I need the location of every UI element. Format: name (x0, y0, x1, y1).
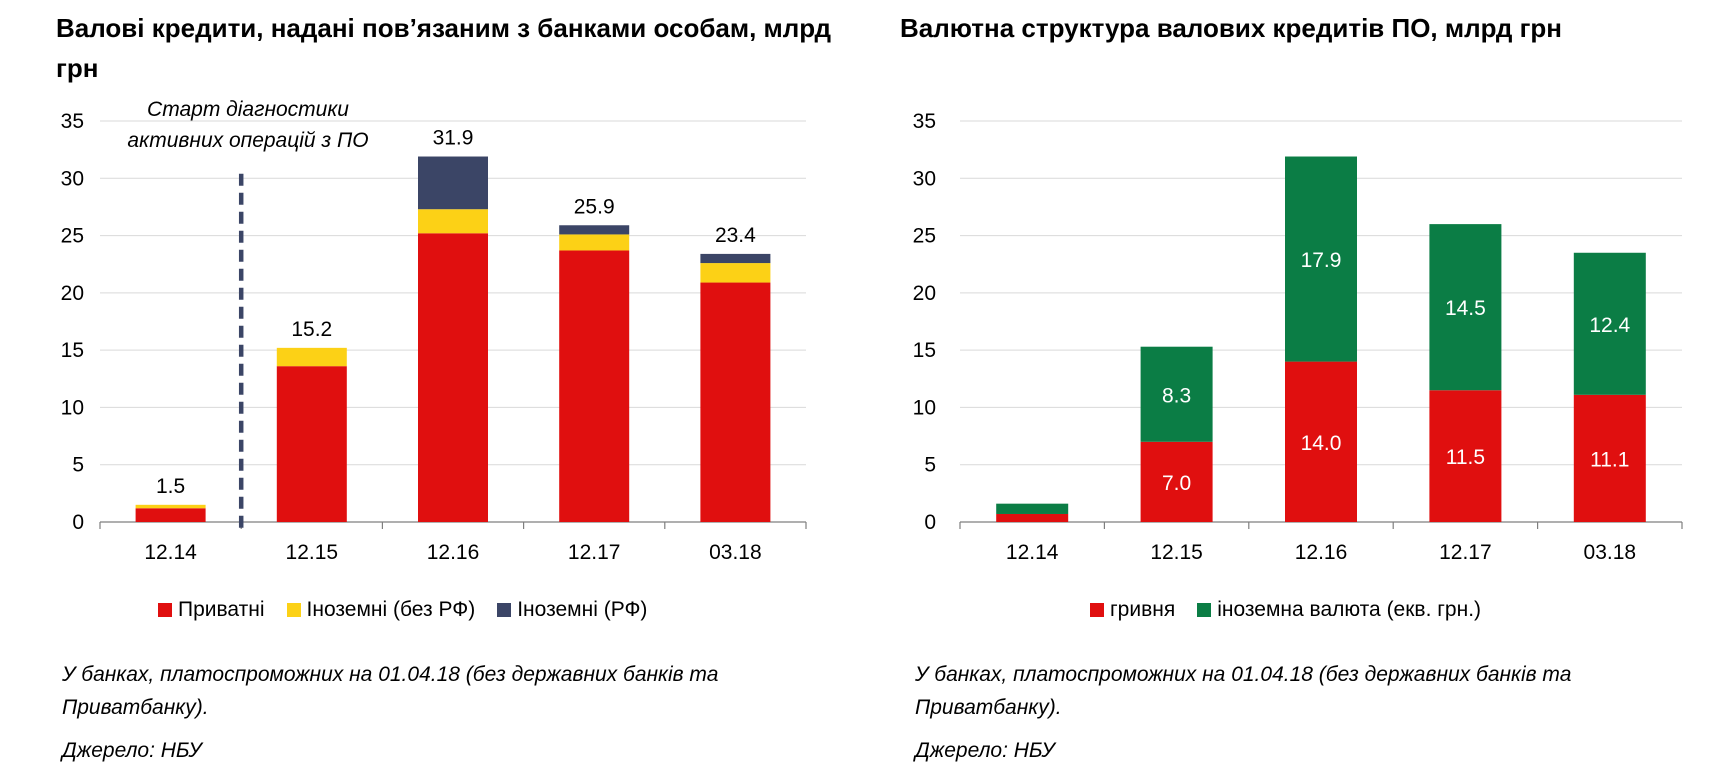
y-tick-label: 0 (72, 511, 84, 534)
bar-segment-foreign-currency (1140, 346, 1213, 442)
bar-segment-private (418, 233, 488, 522)
x-tick-label: 12.14 (1006, 541, 1059, 564)
bar-segment-private (276, 366, 347, 522)
legend-label-foreign-non-ru: Іноземні (без РФ) (306, 598, 476, 621)
y-tick-label: 35 (61, 110, 84, 133)
x-tick-label: 03.18 (709, 541, 762, 564)
bar-segment-hryvnia (996, 513, 1069, 522)
left-chart-svg: 0 5 10 15 20 25 30 35 1.5 12.14 15.2 12.15 31.9 12.16… (61, 110, 807, 564)
legend-label-foreign-ru: Іноземні (РФ) (517, 598, 648, 621)
legend-swatch-foreign-non-ru (286, 603, 301, 617)
right-chart-legend: гривня іноземна валюта (екв. грн.) (1090, 598, 1503, 622)
y-tick-label: 5 (72, 454, 84, 477)
legend-swatch-hryvnia (1090, 603, 1104, 617)
bar-segment-foreign-non-ru (418, 209, 488, 234)
left-chart-legend: Приватні Іноземні (без РФ) Іноземні (РФ) (158, 598, 669, 622)
y-tick-label: 15 (913, 339, 936, 362)
total-label: 25.9 (574, 195, 615, 218)
y-tick-label: 15 (61, 339, 84, 362)
right-chart-note: У банках, платоспроможних на 01.04.18 (б… (915, 663, 1572, 719)
right-chart-source: Джерело: НБУ (915, 739, 1055, 762)
x-tick-label: 03.18 (1584, 541, 1637, 564)
y-tick-label: 10 (61, 396, 84, 419)
bar-segment-foreign-ru (418, 156, 488, 210)
bar-segment-foreign-non-ru (276, 347, 347, 367)
legend-swatch-foreign-ru (497, 603, 512, 617)
y-tick-label: 5 (924, 454, 936, 477)
x-tick-label: 12.17 (568, 541, 621, 564)
y-tick-label: 30 (913, 167, 936, 190)
bar-segment-foreign-ru (700, 253, 771, 264)
bar-segment-foreign-ru (559, 225, 630, 235)
bar-segment-private (559, 250, 630, 523)
legend-label-foreign-currency: іноземна валюта (екв. грн.) (1217, 598, 1482, 621)
bar-segment-hryvnia (1285, 361, 1357, 522)
data-label-foreign-currency: 12.4 (1589, 314, 1630, 337)
legend-label-private: Приватні (178, 598, 265, 621)
legend-item-private: Приватні (158, 598, 265, 622)
y-tick-label: 25 (913, 225, 936, 248)
legend-swatch-private (158, 603, 172, 617)
bar-segment-foreign-non-ru (135, 504, 206, 509)
x-tick-label: 12.16 (1295, 541, 1348, 564)
left-chart-panel: 0 5 10 15 20 25 30 35 1.5 12.14 15.2 12.15 31.9 12.16… (56, 13, 832, 762)
bar-segment-hryvnia (1429, 390, 1502, 522)
y-tick-label: 25 (61, 225, 84, 248)
y-tick-label: 10 (913, 396, 936, 419)
data-label-hryvnia: 14.0 (1301, 432, 1342, 455)
data-label-hryvnia: 7.0 (1162, 472, 1191, 495)
bar-segment-foreign-currency (1573, 252, 1646, 395)
x-tick-label: 12.16 (427, 541, 480, 564)
legend-swatch-foreign-currency (1197, 603, 1212, 617)
bar-segment-foreign-currency (996, 503, 1069, 514)
data-label-foreign-currency: 17.9 (1301, 249, 1342, 272)
x-tick-label: 12.14 (144, 541, 197, 564)
y-tick-label: 20 (913, 282, 936, 305)
y-tick-label: 0 (924, 511, 936, 534)
legend-item-foreign-non-ru: Іноземні (без РФ) (286, 598, 476, 622)
right-chart-title: Валютна структура валових кредитів ПО, м… (900, 13, 1562, 43)
y-tick-label: 20 (61, 282, 84, 305)
data-label-hryvnia: 11.5 (1446, 446, 1485, 469)
y-tick-label: 35 (913, 110, 936, 133)
bar-segment-hryvnia (1140, 441, 1213, 522)
bar-segment-private (700, 282, 771, 522)
right-chart-svg: 0 5 10 15 20 25 30 35 12.14 7.0 8.3 12.15 14.0 17.9 12… (913, 110, 1683, 564)
bar-segment-foreign-non-ru (700, 263, 771, 283)
bar-segment-private (135, 508, 206, 522)
legend-item-hryvnia: гривня (1090, 598, 1175, 622)
legend-item-foreign-ru: Іноземні (РФ) (497, 598, 647, 622)
total-label: 1.5 (156, 475, 185, 498)
left-chart-source: Джерело: НБУ (62, 739, 202, 762)
x-tick-label: 12.17 (1439, 541, 1492, 564)
bar-segment-foreign-currency (1429, 224, 1502, 391)
data-label-foreign-currency: 8.3 (1162, 384, 1191, 407)
left-chart-title: Валові кредити, надані пов’язаним з банк… (56, 13, 832, 83)
x-tick-label: 12.15 (1150, 541, 1203, 564)
right-chart-panel: 0 5 10 15 20 25 30 35 12.14 7.0 8.3 12.15 14.0 17.9 12… (860, 0, 1712, 768)
bar-segment-foreign-non-ru (559, 234, 630, 251)
bar-segment-hryvnia (1573, 394, 1646, 522)
y-tick-label: 30 (61, 167, 84, 190)
total-label: 23.4 (715, 224, 756, 247)
data-label-foreign-currency: 14.5 (1445, 297, 1486, 320)
data-label-hryvnia: 11.1 (1590, 448, 1629, 471)
diagnostics-annotation: Старт діагностики активних операцій з ПО (127, 98, 369, 152)
legend-item-foreign-currency: іноземна валюта (екв. грн.) (1197, 598, 1481, 622)
total-label: 31.9 (433, 127, 474, 150)
legend-label-hryvnia: гривня (1110, 598, 1176, 621)
left-chart-note: У банках, платоспроможних на 01.04.18 (б… (62, 663, 719, 719)
bar-segment-foreign-currency (1285, 156, 1357, 362)
x-tick-label: 12.15 (286, 541, 339, 564)
total-label: 15.2 (291, 318, 332, 341)
